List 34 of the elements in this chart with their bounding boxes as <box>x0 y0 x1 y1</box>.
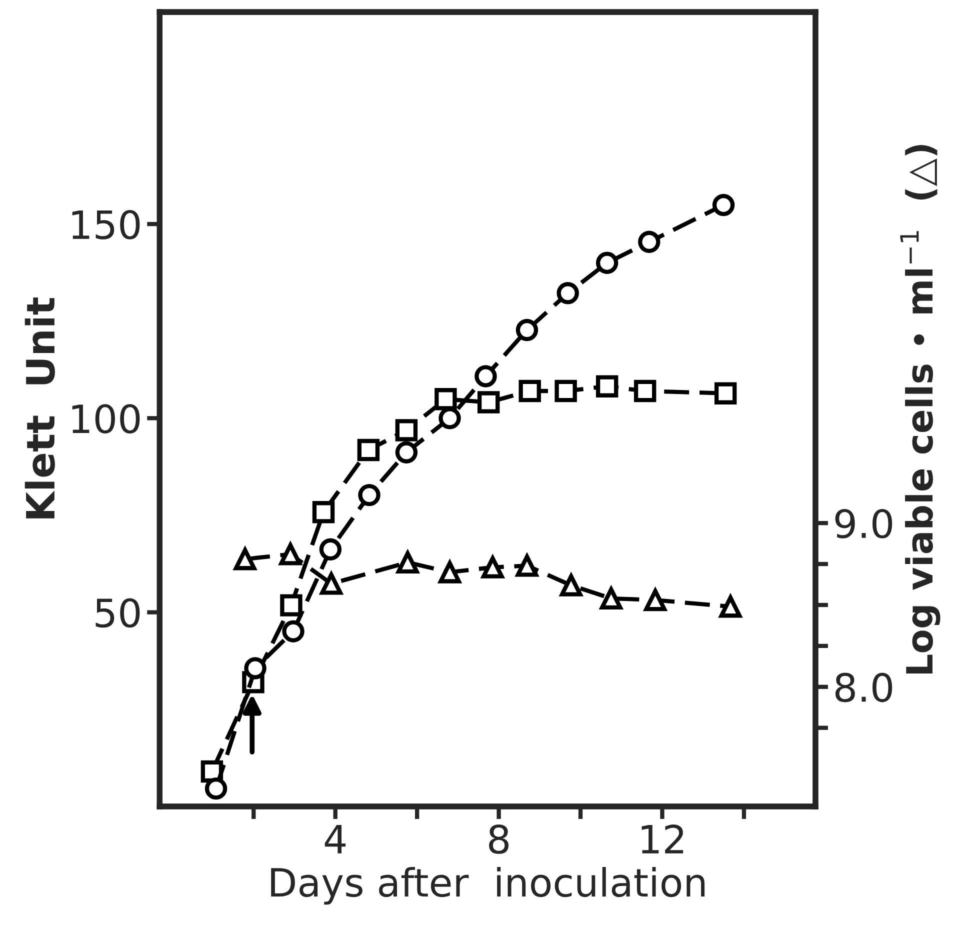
x-tick-label: 4 <box>324 824 346 854</box>
y-tick-label: 100 <box>72 404 140 434</box>
point <box>280 594 302 616</box>
x-axis-title: Days after inoculation <box>271 866 705 905</box>
x-tick-label: 12 <box>642 824 684 854</box>
text: Log viable cells • ml$^{−1}$ (△) <box>900 145 940 674</box>
point <box>434 388 457 410</box>
x-tick-label: 8 <box>489 824 509 854</box>
y-tick-label: 150 <box>72 210 140 240</box>
point <box>712 194 735 216</box>
point <box>596 375 618 398</box>
point <box>357 438 380 462</box>
point <box>554 380 577 402</box>
point <box>477 391 500 414</box>
y2-tick-label: 9.0 <box>835 508 892 538</box>
point <box>312 501 335 524</box>
point <box>204 777 228 800</box>
point <box>319 538 342 561</box>
point <box>634 380 656 402</box>
point <box>638 230 660 254</box>
point <box>474 365 497 388</box>
point <box>395 441 418 464</box>
point <box>358 484 380 506</box>
y-tick-label: 50 <box>96 598 140 628</box>
point <box>714 382 737 404</box>
point <box>596 252 618 274</box>
y2-tick-label: 8.0 <box>835 672 892 702</box>
point <box>516 318 538 342</box>
point <box>395 419 418 442</box>
point <box>556 282 579 304</box>
point <box>244 657 266 680</box>
point <box>518 380 541 402</box>
point <box>282 620 304 642</box>
y-axis-title: Klett Unit <box>24 297 55 518</box>
